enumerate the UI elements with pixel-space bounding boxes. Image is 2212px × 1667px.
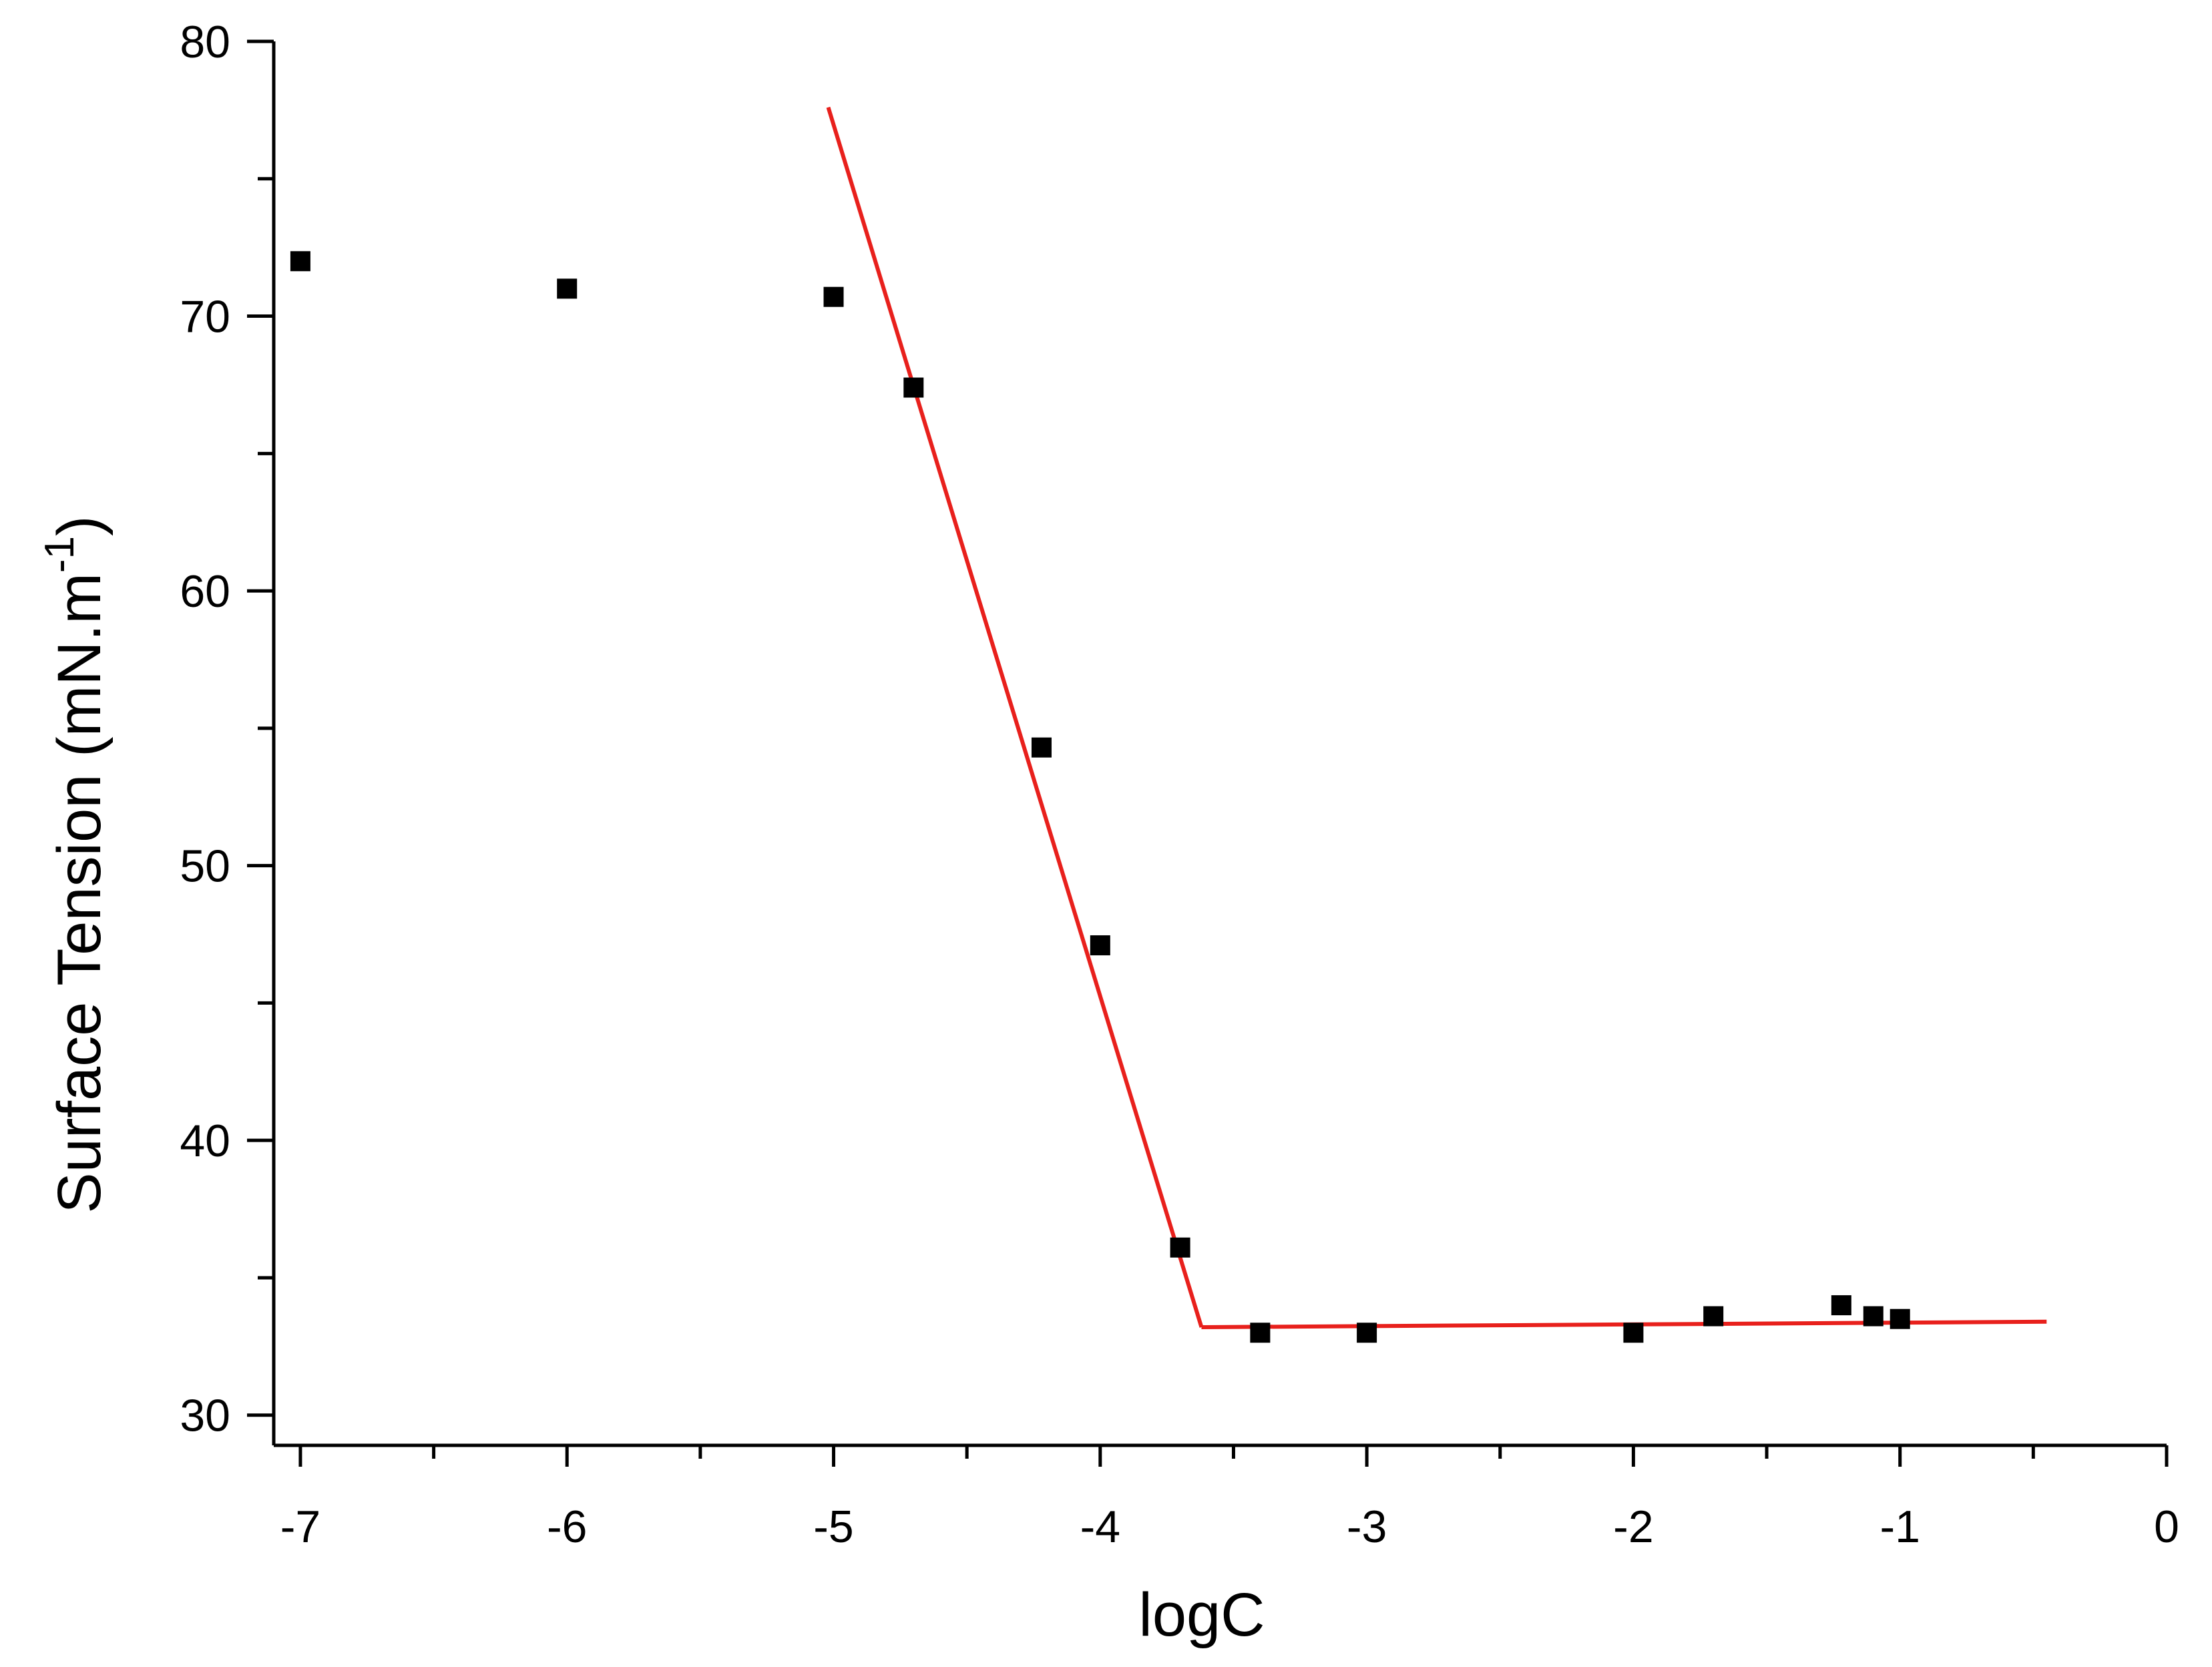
data-point [1863,1306,1884,1327]
y-axis-title-close: ) [45,515,114,536]
axes: -7 -6 -5 -4 -3 -2 -1 0 30 40 50 60 70 80 [180,17,2179,1552]
data-points [290,251,1910,1343]
y-axis-title: Surface Tension (mN.m-1) [37,515,114,1213]
data-point [1250,1323,1271,1343]
axis-labels: logC Surface Tension (mN.m-1) [37,515,1265,1649]
data-point [823,286,844,307]
x-tick-label: -2 [1613,1501,1653,1552]
data-point [557,278,578,299]
x-tick-label: -4 [1080,1501,1120,1552]
data-point [1031,737,1052,758]
fit-lines [826,106,2047,1329]
fit-line [826,106,1204,1328]
x-tick-label: -1 [1879,1501,1920,1552]
data-point [1703,1306,1724,1327]
x-axis-title: logC [1138,1581,1265,1649]
data-point [903,377,924,398]
y-tick-label: 70 [180,292,230,342]
x-tick-label: -7 [280,1501,320,1552]
y-tick-label: 60 [180,566,230,617]
y-tick-label: 40 [180,1116,230,1166]
x-tick-label: -5 [813,1501,853,1552]
y-axis-title-main: Surface Tension (mN.m [45,573,114,1214]
data-point [1890,1308,1910,1329]
data-point [290,251,310,272]
data-point [1831,1295,1851,1316]
y-tick-label: 50 [180,841,230,892]
y-tick-label: 30 [180,1391,230,1441]
x-tick-label: 0 [2154,1501,2179,1552]
y-axis-title-superscript: -1 [37,536,83,573]
data-point [1623,1323,1644,1343]
data-point [1170,1237,1190,1258]
x-tick-label: -6 [547,1501,587,1552]
data-point [1357,1323,1377,1343]
x-tick-label: -3 [1347,1501,1387,1552]
data-point [1090,935,1110,955]
y-tick-label: 80 [180,17,230,67]
